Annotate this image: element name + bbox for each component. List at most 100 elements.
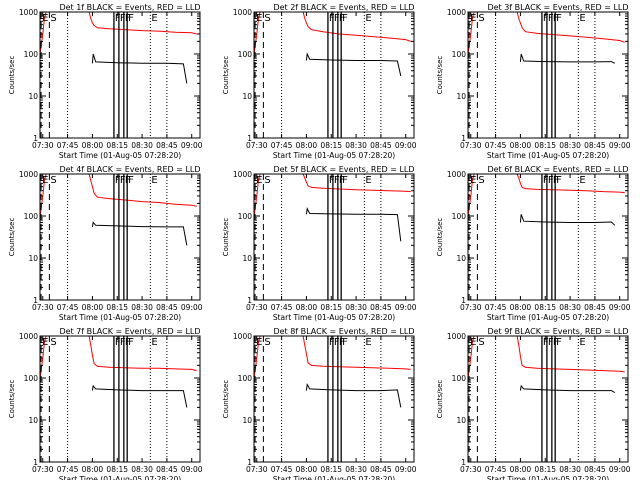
series-group — [40, 174, 197, 246]
series-group — [468, 174, 625, 226]
marker-label: F — [553, 337, 559, 348]
marker-label: F — [342, 13, 348, 24]
marker-label: F — [548, 337, 554, 348]
x-tick-label: 09:00 — [181, 465, 203, 474]
marker-label: E — [579, 175, 585, 186]
x-tick-label: 08:30 — [345, 141, 367, 150]
y-axis-label: Counts/sec — [8, 218, 16, 257]
marker-label: E — [42, 175, 48, 186]
lld-series-line — [468, 174, 625, 217]
events-series-line — [91, 384, 188, 408]
y-tick-label: 1 — [247, 134, 252, 143]
x-tick-label: 08:00 — [510, 141, 532, 150]
marker-label: F — [548, 175, 554, 186]
x-tick-label: 08:15 — [320, 303, 342, 312]
marker-label: F — [115, 175, 121, 186]
x-tick-label: 08:00 — [510, 303, 532, 312]
marker-label: E — [365, 13, 371, 24]
panel-title: Det 6f BLACK = Events, RED = LLD — [487, 165, 628, 174]
marker-label: F — [329, 337, 335, 348]
marker-label: F — [543, 13, 549, 24]
lld-series-line — [40, 12, 197, 55]
marker-label: F — [334, 337, 340, 348]
marker-label: E — [579, 13, 585, 24]
x-tick-label: 09:00 — [181, 141, 203, 150]
marker-label: F — [556, 337, 562, 348]
y-axis-label: Counts/sec — [436, 56, 444, 95]
x-tick-label: 08:45 — [370, 303, 392, 312]
y-tick-label: 100 — [238, 374, 253, 383]
lld-series-line — [40, 336, 197, 379]
x-tick-label: 08:15 — [534, 303, 556, 312]
x-tick-label: 07:45 — [57, 141, 79, 150]
marker-label: F — [556, 175, 562, 186]
y-tick-label: 1 — [33, 458, 38, 467]
y-tick-label: 1 — [247, 458, 252, 467]
y-axis-label: Counts/sec — [222, 380, 230, 419]
y-tick-label: 10 — [28, 254, 38, 263]
y-tick-label: 100 — [452, 374, 467, 383]
x-tick-label: 08:30 — [131, 465, 153, 474]
marker-label: E — [42, 13, 48, 24]
plot-frame — [39, 173, 201, 301]
y-tick-label: 1 — [461, 458, 466, 467]
plot-frame — [39, 335, 201, 463]
y-tick-label: 10 — [456, 254, 466, 263]
marker-label: F — [553, 13, 559, 24]
marker-label: E — [151, 13, 157, 24]
series-group — [468, 12, 625, 64]
x-tick-label: 09:00 — [609, 303, 631, 312]
marker-label: F — [543, 175, 549, 186]
plot-frame — [467, 173, 629, 301]
marker-label: F — [128, 13, 134, 24]
series-group — [40, 12, 197, 84]
events-series-line — [91, 221, 188, 246]
plot-frame — [253, 173, 415, 301]
x-tick-label: 08:30 — [559, 141, 581, 150]
x-tick-label: 08:15 — [320, 141, 342, 150]
x-tick-label: 08:30 — [345, 465, 367, 474]
marker-label: F — [128, 337, 134, 348]
marker-label: F — [128, 175, 134, 186]
marker-label: S — [264, 13, 270, 24]
x-tick-label: 08:15 — [106, 141, 128, 150]
x-tick-label: 08:00 — [82, 303, 104, 312]
lld-series-line — [40, 174, 197, 217]
y-tick-label: 10 — [242, 92, 252, 101]
x-tick-label: 08:45 — [584, 465, 606, 474]
x-axis-label: Start Time (01-Aug-05 07:28:20) — [273, 151, 395, 160]
x-tick-label: 07:30 — [460, 303, 482, 312]
lld-series-line — [254, 336, 411, 379]
marker-label: E — [256, 13, 262, 24]
x-tick-label: 09:00 — [609, 465, 631, 474]
panel-title: Det 2f BLACK = Events, RED = LLD — [273, 3, 414, 12]
marker-label: S — [478, 13, 484, 24]
detector-panel: Det 4f BLACK = Events, RED = LLDESFFFFE0… — [8, 165, 203, 322]
marker-label: S — [478, 337, 484, 348]
marker-label: E — [470, 13, 476, 24]
x-tick-label: 08:30 — [559, 465, 581, 474]
marker-label: S — [50, 13, 56, 24]
x-tick-label: 07:45 — [57, 303, 79, 312]
y-tick-label: 1 — [33, 296, 38, 305]
x-tick-label: 08:45 — [370, 141, 392, 150]
marker-label: F — [125, 13, 131, 24]
x-tick-label: 08:00 — [296, 465, 318, 474]
x-tick-label: 08:00 — [296, 141, 318, 150]
x-tick-label: 08:15 — [106, 303, 128, 312]
x-tick-label: 08:00 — [82, 465, 104, 474]
x-tick-label: 07:30 — [246, 465, 268, 474]
y-tick-label: 100 — [24, 374, 39, 383]
panel-title: Det 3f BLACK = Events, RED = LLD — [487, 3, 628, 12]
y-axis-label: Counts/sec — [8, 380, 16, 419]
plot-frame — [467, 335, 629, 463]
y-axis-label: Counts/sec — [436, 380, 444, 419]
lld-series-line — [468, 336, 625, 379]
lld-series-line — [468, 12, 625, 55]
x-tick-label: 07:30 — [32, 303, 54, 312]
y-tick-label: 1 — [461, 296, 466, 305]
marker-label: E — [470, 337, 476, 348]
marker-label: F — [329, 175, 335, 186]
marker-label: F — [115, 13, 121, 24]
